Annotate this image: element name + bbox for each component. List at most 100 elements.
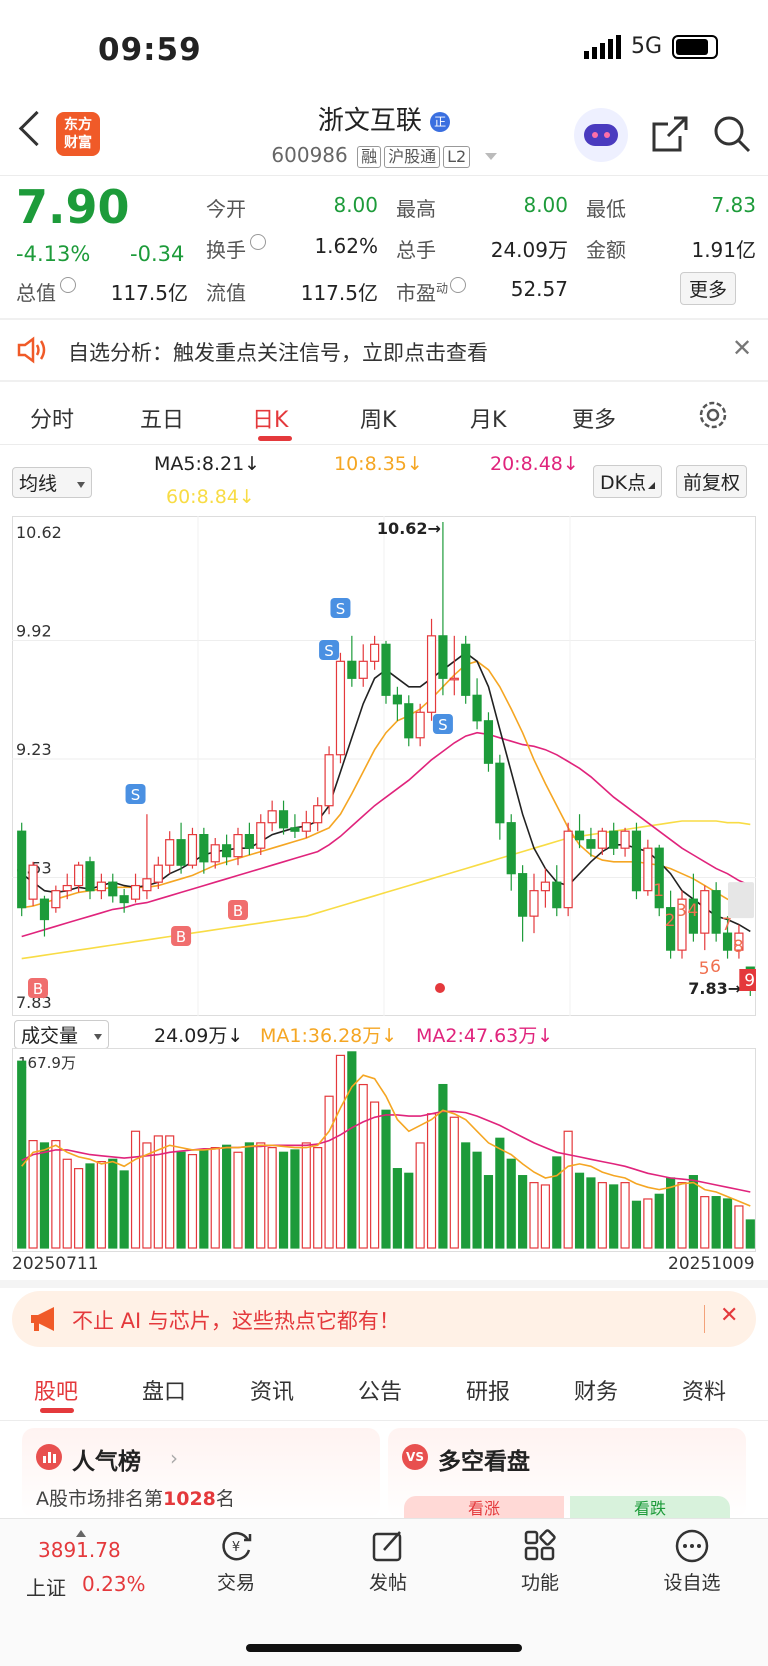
nav-post[interactable]: 发帖 <box>368 1572 407 1594</box>
ma10-value: 10:8.35↓ <box>334 453 423 475</box>
info-icon[interactable] <box>60 277 76 293</box>
volume-bar <box>654 1193 664 1249</box>
bull-button[interactable]: 看涨 <box>404 1496 564 1518</box>
network-label: 5G <box>630 34 662 59</box>
ma-select[interactable]: 均线 <box>12 467 93 498</box>
chart-tab-3[interactable]: 周K <box>360 408 397 433</box>
nav-trade[interactable]: 交易 <box>216 1572 255 1594</box>
section-tab-3[interactable]: 公告 <box>358 1380 403 1405</box>
candle-body <box>210 844 220 863</box>
candle-body <box>563 830 573 909</box>
candle-body <box>62 884 72 892</box>
volume-bar <box>506 1158 516 1249</box>
volume-bar <box>233 1151 243 1249</box>
today-dot <box>435 983 445 993</box>
search-icon[interactable] <box>712 114 752 154</box>
volume-bar <box>415 1142 425 1249</box>
section-tab-5[interactable]: 财务 <box>574 1380 619 1405</box>
chart-tab-1[interactable]: 五日 <box>140 408 185 433</box>
post-icon[interactable] <box>370 1528 406 1564</box>
sell-signal-bg <box>319 640 340 660</box>
settings-icon[interactable] <box>696 398 730 432</box>
section-tab-4[interactable]: 研报 <box>466 1380 511 1405</box>
volume-bar <box>313 1147 323 1249</box>
bull-bear-card[interactable]: VS 多空看盘 看涨 看跌 <box>388 1428 746 1518</box>
chart-icon <box>36 1444 62 1470</box>
info-icon[interactable] <box>450 277 467 293</box>
section-tab-6[interactable]: 资料 <box>682 1380 727 1405</box>
adjust-button[interactable]: 前复权 <box>676 465 748 498</box>
amount-label: 金额 <box>586 238 626 262</box>
volume-bar <box>609 1184 619 1249</box>
promo-banner[interactable]: 不止 AI 与芯片，这些热点它都有！ ✕ <box>12 1291 756 1347</box>
candle-body <box>381 643 391 696</box>
volume-bar <box>392 1168 402 1249</box>
volume-bar <box>347 1051 357 1249</box>
count-signal: 8 <box>733 937 744 957</box>
high-marker: 10.62→ <box>377 519 441 538</box>
volume-bar <box>688 1175 698 1249</box>
notice-text[interactable]: 自选分析：触发重点关注信号，立即点击查看 <box>68 341 488 365</box>
pe-label: 市盈动 <box>396 277 467 306</box>
low-label: 最低 <box>586 197 626 221</box>
section-tab-1[interactable]: 盘口 <box>142 1380 187 1405</box>
status-indicators: 5G <box>583 34 718 59</box>
candlestick-chart[interactable]: 10.629.929.238.537.8310.62→7.83→SSSSBBB1… <box>12 516 756 1016</box>
volume-chart: 167.9万 <box>12 1048 756 1252</box>
popularity-card[interactable]: 人气榜 › A股市场排名第1028名 <box>22 1428 380 1518</box>
close-icon[interactable]: ✕ <box>720 1303 739 1328</box>
volume-bar <box>278 1151 289 1249</box>
sell-signal-bg <box>432 714 453 734</box>
popularity-sub-suffix: 名 <box>215 1488 235 1510</box>
trade-icon[interactable]: ¥ <box>218 1528 254 1564</box>
tag-level2: L2 <box>443 146 471 168</box>
close-icon[interactable]: ✕ <box>732 334 753 362</box>
chart-tab-4[interactable]: 月K <box>470 408 507 433</box>
chart-tab-0[interactable]: 分时 <box>30 408 75 433</box>
chart-tab-5[interactable]: 更多 <box>572 408 617 433</box>
robot-avatar[interactable] <box>574 108 628 162</box>
volume-bar <box>119 1170 129 1249</box>
dk-button[interactable]: DK点 <box>593 465 663 498</box>
speaker-icon <box>17 336 46 364</box>
index-widget[interactable]: 3891.78 上证 0.23% <box>26 1530 166 1600</box>
section-tab-0[interactable]: 股吧 <box>34 1380 79 1405</box>
more-button[interactable]: 更多 <box>680 272 737 305</box>
y-tick-label: 9.23 <box>16 740 52 759</box>
megaphone-icon <box>31 1307 54 1331</box>
section-tab-2[interactable]: 资讯 <box>250 1380 295 1405</box>
volume-bar <box>165 1135 175 1249</box>
turnover-value: 1.62% <box>314 234 378 258</box>
volume-ma2-legend: MA2:47.63万↓ <box>416 1025 554 1047</box>
apps-icon[interactable] <box>522 1528 558 1564</box>
volume-bar <box>381 1109 391 1249</box>
candle-body <box>552 881 562 909</box>
ma-select-label: 均线 <box>19 473 58 495</box>
info-icon[interactable] <box>250 234 266 250</box>
corner-icon <box>648 482 656 489</box>
nav-functions[interactable]: 功能 <box>520 1572 559 1594</box>
candle-body <box>483 720 494 764</box>
caret-down-icon[interactable] <box>484 153 497 160</box>
volume-legend-value: 24.09万↓ <box>154 1025 244 1047</box>
share-icon[interactable] <box>650 114 690 154</box>
nav-add-watchlist[interactable]: 设自选 <box>663 1572 721 1594</box>
volume-bar <box>256 1142 266 1249</box>
more-dots-icon[interactable] <box>674 1528 710 1564</box>
count-signal: 9 <box>744 971 755 991</box>
sell-signal-bg <box>330 598 351 618</box>
candle-body <box>609 830 619 849</box>
volume-bar <box>267 1147 277 1249</box>
volume-bar <box>222 1144 232 1249</box>
sell-signal: S <box>131 786 141 804</box>
bear-button[interactable]: 看跌 <box>570 1496 730 1518</box>
chart-tab-2[interactable]: 日K <box>252 408 289 433</box>
indicator-select[interactable]: 成交量 <box>14 1020 110 1049</box>
candle-body <box>495 762 505 824</box>
candle-body <box>404 703 414 739</box>
turnover-label-text: 换手 <box>206 238 246 262</box>
ma5-value: MA5:8.21↓ <box>154 453 261 475</box>
candle-body <box>301 822 311 832</box>
volume-bar <box>324 1095 334 1249</box>
candle-body <box>233 834 243 858</box>
